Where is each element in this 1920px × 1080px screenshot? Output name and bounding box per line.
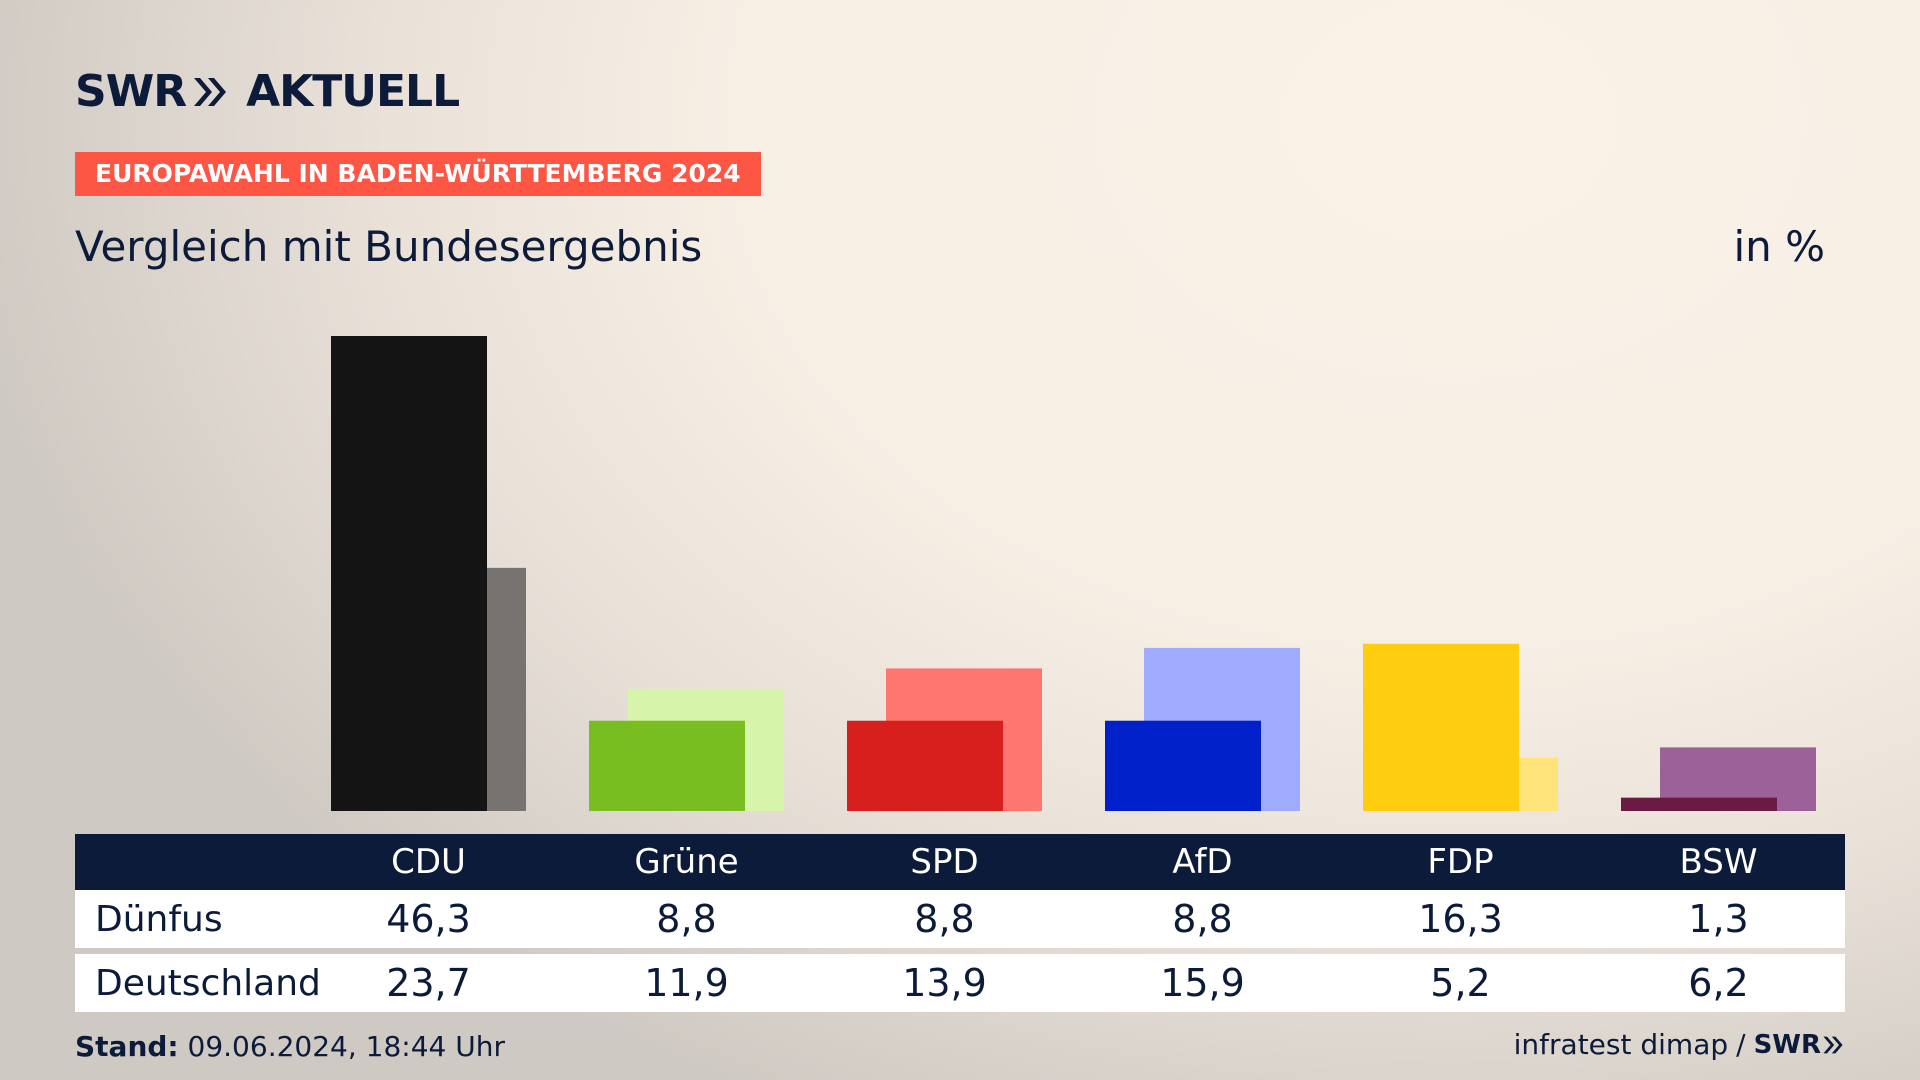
row-label: Deutschland xyxy=(95,962,321,1004)
category-label: Grüne xyxy=(634,842,739,882)
category-label: SPD xyxy=(910,842,979,882)
data-label: 46,3 xyxy=(386,897,471,941)
category-label: BSW xyxy=(1679,842,1758,882)
election-badge: EUROPAWAHL IN BADEN-WÜRTTEMBERG 2024 xyxy=(75,152,761,196)
data-label: 15,9 xyxy=(1160,961,1245,1005)
category-label: AfD xyxy=(1172,842,1233,882)
double-chevron-right-icon xyxy=(194,78,227,106)
bar-region-grüne xyxy=(589,720,745,811)
double-chevron-right-icon xyxy=(1823,1036,1843,1053)
source-separator: / xyxy=(1736,1028,1746,1061)
category-label: FDP xyxy=(1427,842,1494,882)
table-row: Deutschland 23,7 11,9 13,9 15,9 5,2 6,2 xyxy=(75,954,1845,1012)
footer-swr-text: SWR xyxy=(1753,1029,1821,1060)
data-label: 8,8 xyxy=(1172,897,1233,941)
results-table: CDU Grüne SPD AfD FDP BSW Dünfus 46,3 8,8 8,8 8,… xyxy=(75,834,1845,1012)
bar-region-spd xyxy=(847,720,1003,811)
data-label: 1,3 xyxy=(1688,897,1749,941)
data-label: 11,9 xyxy=(644,961,729,1005)
bar-region-bsw xyxy=(1621,797,1777,811)
row-label: Dünfus xyxy=(95,898,223,940)
bar-region-cdu xyxy=(331,336,487,811)
data-label: 8,8 xyxy=(656,897,717,941)
timestamp: Stand: 09.06.2024, 18:44 Uhr xyxy=(75,1030,505,1063)
table-header: CDU Grüne SPD AfD FDP BSW xyxy=(75,834,1845,890)
bar-region-afd xyxy=(1105,720,1261,811)
data-label: 13,9 xyxy=(902,961,987,1005)
category-label: CDU xyxy=(391,842,466,882)
unit-label: in % xyxy=(1733,222,1825,271)
logo-aktuell-text: AKTUELL xyxy=(246,66,460,117)
data-label: 16,3 xyxy=(1418,897,1503,941)
data-label: 6,2 xyxy=(1688,961,1749,1005)
data-label: 8,8 xyxy=(914,897,975,941)
data-label: 23,7 xyxy=(386,961,471,1005)
data-label: 5,2 xyxy=(1430,961,1491,1005)
stand-label: Stand: xyxy=(75,1030,179,1063)
swr-aktuell-logo: SWR AKTUELL xyxy=(75,66,460,117)
logo-swr-text: SWR xyxy=(75,66,187,117)
bar-region-fdp xyxy=(1363,643,1519,811)
source-text: infratest dimap xyxy=(1513,1028,1729,1061)
source-credit: infratest dimap / SWR xyxy=(1514,1028,1845,1061)
bar-chart xyxy=(331,336,1816,811)
table-row: Dünfus 46,3 8,8 8,8 8,8 16,3 1,3 xyxy=(75,890,1845,948)
stand-value: 09.06.2024, 18:44 Uhr xyxy=(187,1030,505,1063)
chart-subtitle: Vergleich mit Bundesergebnis xyxy=(75,222,703,271)
